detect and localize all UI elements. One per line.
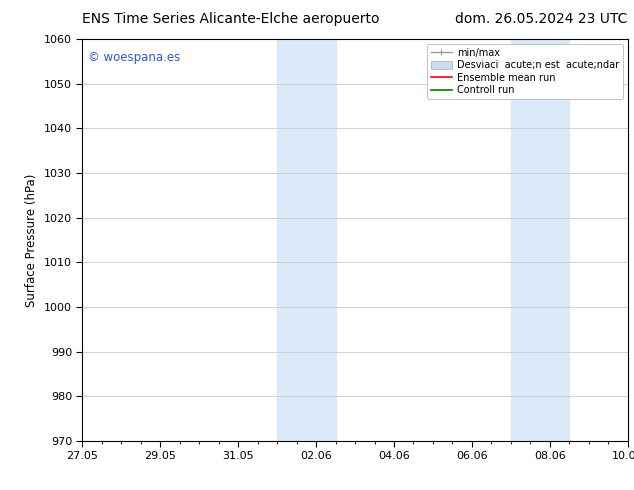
Bar: [277, 39, 335, 441]
Legend: min/max, Desviaci  acute;n est  acute;ndar, Ensemble mean run, Controll run: min/max, Desviaci acute;n est acute;ndar…: [427, 44, 623, 99]
Text: ENS Time Series Alicante-Elche aeropuerto: ENS Time Series Alicante-Elche aeropuert…: [82, 12, 380, 26]
Y-axis label: Surface Pressure (hPa): Surface Pressure (hPa): [25, 173, 38, 307]
Text: dom. 26.05.2024 23 UTC: dom. 26.05.2024 23 UTC: [455, 12, 628, 26]
Text: © woespana.es: © woespana.es: [88, 51, 180, 64]
Bar: [511, 39, 569, 441]
